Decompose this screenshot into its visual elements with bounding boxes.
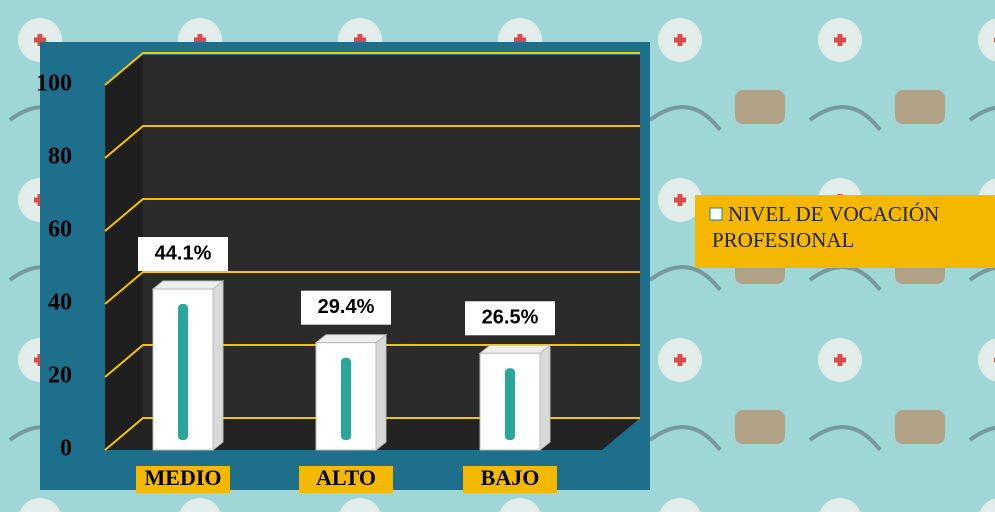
bar-side <box>540 345 550 450</box>
bar-side <box>376 335 386 450</box>
x-tick-label: MEDIO <box>145 465 222 490</box>
legend-swatch <box>710 208 722 220</box>
data-label: 44.1% <box>155 242 212 264</box>
bar-figure <box>505 368 515 440</box>
data-label: 26.5% <box>482 307 539 329</box>
y-tick-label: 100 <box>36 71 72 97</box>
y-tick-label: 0 <box>60 436 72 462</box>
data-label: 29.4% <box>318 296 375 318</box>
y-tick-label: 60 <box>48 217 72 243</box>
bar-top <box>316 335 386 343</box>
bar-side <box>213 281 223 450</box>
y-tick-label: 20 <box>48 363 72 389</box>
y-tick-label: 80 <box>48 144 72 170</box>
x-tick-label: BAJO <box>481 465 540 490</box>
bar-top <box>480 345 550 353</box>
x-tick-label: ALTO <box>316 465 376 490</box>
bar-top <box>153 281 223 289</box>
y-tick-label: 40 <box>48 290 72 316</box>
side-wall <box>105 55 143 450</box>
bar-figure <box>178 304 188 440</box>
bar-figure <box>341 358 351 440</box>
chart: NIVEL DE VOCACIÓNPROFESIONAL 02040608010… <box>0 0 995 512</box>
